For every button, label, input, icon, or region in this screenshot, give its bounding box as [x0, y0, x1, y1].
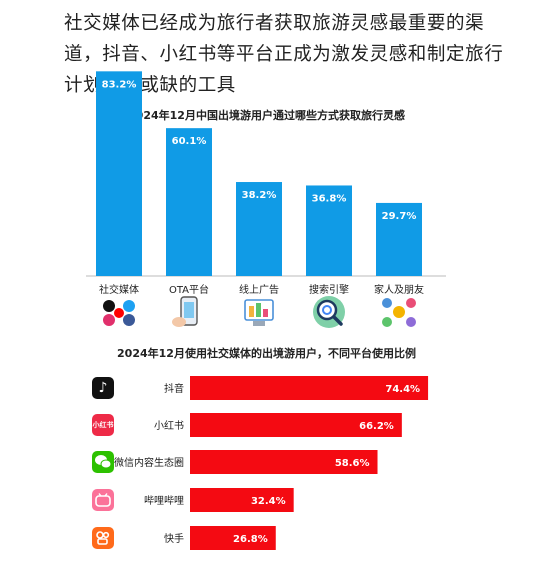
- xiaohongshu-icon-text: 小红书: [92, 421, 114, 429]
- tick-label: 哔哩哔哩: [144, 494, 184, 507]
- bar: [236, 182, 282, 276]
- xiaohongshu-icon: 小红书: [92, 414, 114, 436]
- bar: [190, 488, 294, 512]
- search-engine-icon: [313, 296, 345, 328]
- bar: [166, 128, 212, 276]
- data-label: 36.8%: [312, 193, 347, 204]
- wechat-icon: [92, 451, 114, 473]
- data-label: 32.4%: [251, 496, 286, 507]
- tick-label: OTA平台: [169, 283, 209, 296]
- kuaishou-icon: [92, 527, 114, 549]
- family-friends-icon: [382, 298, 416, 327]
- ota-phone-icon: [172, 296, 198, 327]
- tick-label: 快手: [164, 532, 184, 545]
- tick-label: 线上广告: [239, 283, 279, 296]
- inspiration-channels-chart: 83.2% 社交媒体 60.1% OTA平台 38.2% 线上广告 36.8% 搜索引擎 29.…: [86, 71, 446, 328]
- bar: [96, 71, 142, 276]
- data-label: 74.4%: [385, 384, 420, 395]
- tick-label: 小红书: [154, 419, 184, 432]
- bar: [376, 202, 422, 276]
- tick-label: 微信内容生态圈: [114, 456, 184, 469]
- tick-label: 抖音: [164, 382, 184, 395]
- tick-label: 搜索引擎: [309, 283, 349, 296]
- data-label: 66.2%: [359, 421, 394, 432]
- data-label: 26.8%: [233, 534, 268, 545]
- bar: [190, 450, 378, 474]
- online-ad-icon: [244, 299, 274, 326]
- social-media-icon: [103, 300, 135, 326]
- bilibili-icon: [92, 489, 114, 511]
- data-label: 60.1%: [172, 136, 207, 147]
- bar: [190, 526, 276, 550]
- data-label: 29.7%: [382, 211, 417, 222]
- tick-label: 家人及朋友: [374, 283, 424, 296]
- bar: [306, 185, 352, 276]
- chart-title-platforms: 2024年12月使用社交媒体的出境游用户，不同平台使用比例: [117, 347, 416, 360]
- bar: [190, 376, 429, 400]
- bar: [190, 413, 402, 437]
- data-label: 38.2%: [242, 190, 277, 201]
- data-label: 58.6%: [335, 458, 370, 469]
- douyin-icon: ♪: [92, 377, 114, 399]
- chart-title-inspiration: 2024年12月中国出境游用户通过哪些方式获取旅行灵感: [128, 109, 405, 122]
- data-label: 83.2%: [102, 79, 137, 90]
- tick-label: 社交媒体: [99, 283, 139, 296]
